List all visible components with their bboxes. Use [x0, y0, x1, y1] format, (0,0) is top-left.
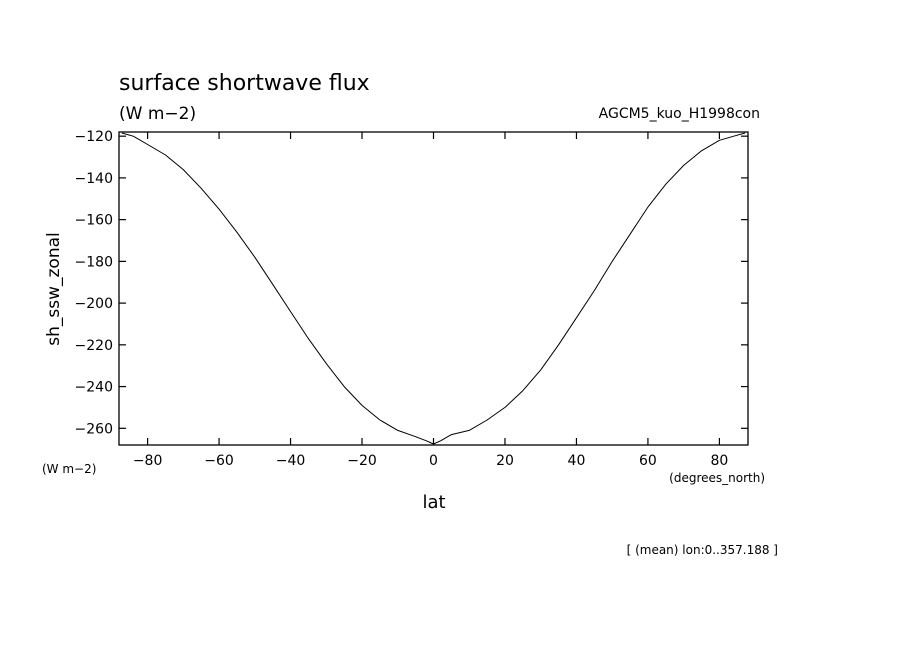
x-tick-label: 80	[710, 453, 728, 469]
x-axis-title: lat	[422, 492, 445, 513]
y-tick-label: −240	[75, 380, 113, 396]
y-tick-label: −200	[75, 296, 113, 312]
y-axis-title: sh_ssw_zonal	[44, 232, 64, 346]
x-tick-label: 60	[639, 453, 657, 469]
y-tick-label: −120	[75, 129, 113, 145]
series-layer	[121, 132, 746, 445]
y-tick-label: −180	[75, 254, 113, 270]
series-line	[121, 132, 746, 445]
chart-title: surface shortwave flux	[119, 71, 370, 96]
y-axis-units: (W m−2)	[42, 462, 96, 476]
chart-units-label: (W m−2)	[119, 104, 196, 124]
y-tick-label: −220	[75, 338, 113, 354]
x-axis-ticks: −80 −60 −40 −20 0 20 40 60 80	[133, 132, 728, 469]
x-tick-label: 20	[496, 453, 514, 469]
x-tick-label: −20	[347, 453, 377, 469]
y-tick-label: −160	[75, 213, 113, 229]
x-tick-label: −80	[133, 453, 163, 469]
x-tick-label: −60	[204, 453, 234, 469]
y-axis-ticks: −120 −140 −160 −180 −200 −220 −240 −260	[75, 129, 748, 437]
x-tick-label: −40	[276, 453, 306, 469]
plot-frame	[118, 131, 749, 446]
footnote: [ (mean) lon:0..357.188 ]	[627, 543, 778, 557]
y-tick-label: −260	[75, 421, 113, 437]
x-tick-label: 40	[568, 453, 586, 469]
experiment-label: AGCM5_kuo_H1998con	[599, 106, 760, 122]
x-tick-label: 0	[429, 453, 438, 469]
y-tick-label: −140	[75, 171, 113, 187]
x-axis-units: (degrees_north)	[669, 471, 765, 485]
